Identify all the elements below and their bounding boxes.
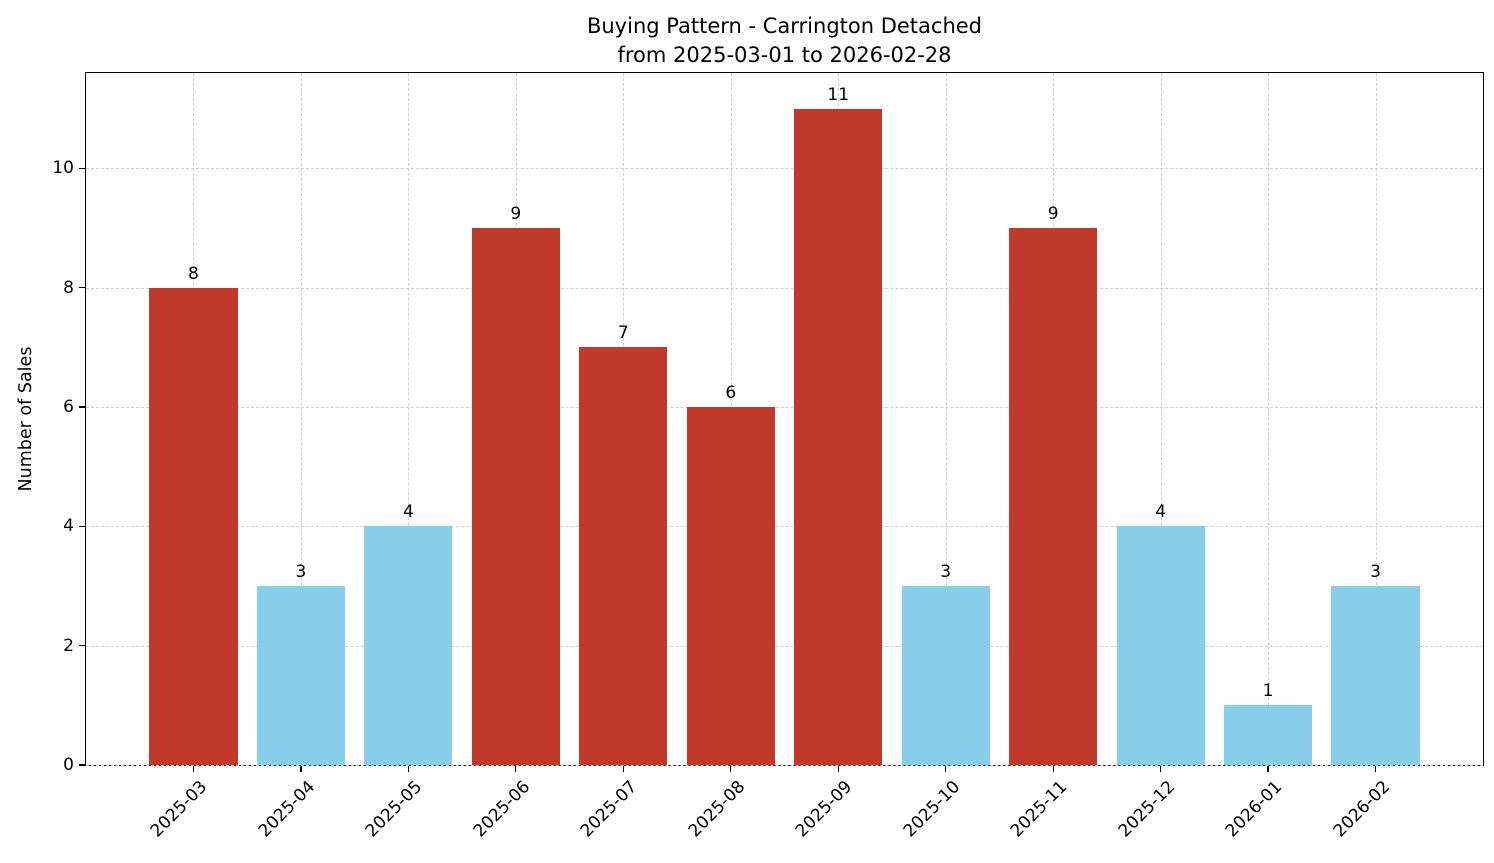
y-tick-label: 10 xyxy=(52,158,74,179)
y-tick-mark xyxy=(79,406,85,408)
y-tick-mark xyxy=(79,764,85,766)
v-gridline xyxy=(945,73,947,765)
chart-title-line2: from 2025-03-01 to 2026-02-28 xyxy=(617,42,952,67)
bar-value-label: 4 xyxy=(402,502,414,523)
bar-value-label: 3 xyxy=(940,562,952,583)
chart-title: Buying Pattern - Carrington Detached fro… xyxy=(85,12,1484,70)
y-tick-label: 6 xyxy=(63,397,74,418)
bar-2025-09 xyxy=(794,108,883,765)
h-gridline xyxy=(86,407,1483,409)
x-tick-label: 2025-06 xyxy=(469,777,534,842)
x-tick-mark xyxy=(1267,766,1269,772)
x-tick-label: 2026-02 xyxy=(1329,777,1394,842)
y-tick-mark xyxy=(79,167,85,170)
h-gridline xyxy=(86,645,1483,647)
x-tick-mark xyxy=(945,766,947,772)
v-gridline xyxy=(1160,73,1162,765)
x-tick-mark xyxy=(300,766,302,772)
x-tick-label: 2025-07 xyxy=(577,777,642,842)
bar-2025-04 xyxy=(256,586,345,765)
bar-value-label: 9 xyxy=(1047,204,1059,225)
v-gridline xyxy=(300,73,302,765)
x-tick-mark xyxy=(1374,766,1377,772)
h-gridline xyxy=(86,526,1483,528)
bar-2025-03 xyxy=(149,287,238,765)
bar-value-label: 3 xyxy=(1370,562,1381,583)
x-tick-mark xyxy=(1160,766,1162,772)
x-tick-mark xyxy=(192,766,195,772)
chart-title-line1: Buying Pattern - Carrington Detached xyxy=(586,14,983,38)
y-tick-label: 0 xyxy=(63,755,74,775)
bar-2025-06 xyxy=(471,228,560,765)
x-tick-mark xyxy=(407,766,409,772)
bar-2025-11 xyxy=(1009,228,1098,765)
bar-2025-07 xyxy=(579,347,668,765)
y-tick-label: 8 xyxy=(63,277,74,298)
x-tick-label: 2025-10 xyxy=(899,777,964,842)
x-tick-label: 2025-12 xyxy=(1114,777,1179,842)
v-gridline xyxy=(1268,73,1270,765)
x-tick-label: 2025-05 xyxy=(362,777,427,842)
h-gridline xyxy=(86,168,1483,170)
y-axis-label: Number of Sales xyxy=(16,346,36,492)
x-tick-mark xyxy=(515,766,517,772)
bar-2026-02 xyxy=(1331,586,1420,765)
bar-2025-10 xyxy=(901,586,990,765)
x-tick-mark xyxy=(730,766,732,772)
plot-area: 8 3 4 9 7 6 11 3 9 4 1 3 xyxy=(85,72,1484,766)
x-tick-mark xyxy=(1052,766,1054,772)
bar-value-label: 1 xyxy=(1262,681,1274,702)
y-tick-mark xyxy=(79,645,85,647)
y-tick-mark xyxy=(79,287,85,289)
bar-value-label: 7 xyxy=(617,323,629,344)
bar-2025-08 xyxy=(686,407,775,765)
x-tick-label: 2025-04 xyxy=(254,777,320,842)
v-gridline xyxy=(1375,73,1377,765)
h-gridline xyxy=(86,287,1483,289)
bar-2026-01 xyxy=(1224,705,1313,765)
bar-2025-12 xyxy=(1116,526,1205,765)
x-tick-label: 2025-08 xyxy=(684,777,749,842)
bar-value-label: 8 xyxy=(188,263,199,284)
y-tick-mark xyxy=(79,525,85,527)
x-tick-mark xyxy=(837,766,839,772)
v-gridline xyxy=(408,73,410,765)
x-tick-label: 2025-03 xyxy=(147,777,212,842)
y-tick-label: 2 xyxy=(63,635,74,656)
x-tick-mark xyxy=(622,766,624,772)
bar-value-label: 11 xyxy=(827,84,850,105)
bar-value-label: 4 xyxy=(1155,502,1167,523)
bar-value-label: 3 xyxy=(295,562,307,583)
x-tick-label: 2026-01 xyxy=(1221,777,1287,842)
x-tick-label: 2025-11 xyxy=(1006,777,1072,842)
y-tick-label: 4 xyxy=(63,516,74,537)
bar-value-label: 9 xyxy=(510,204,522,225)
bar-2025-05 xyxy=(364,526,453,765)
x-tick-label: 2025-09 xyxy=(791,777,857,842)
h-gridline xyxy=(86,765,1483,766)
bar-value-label: 6 xyxy=(725,383,737,404)
